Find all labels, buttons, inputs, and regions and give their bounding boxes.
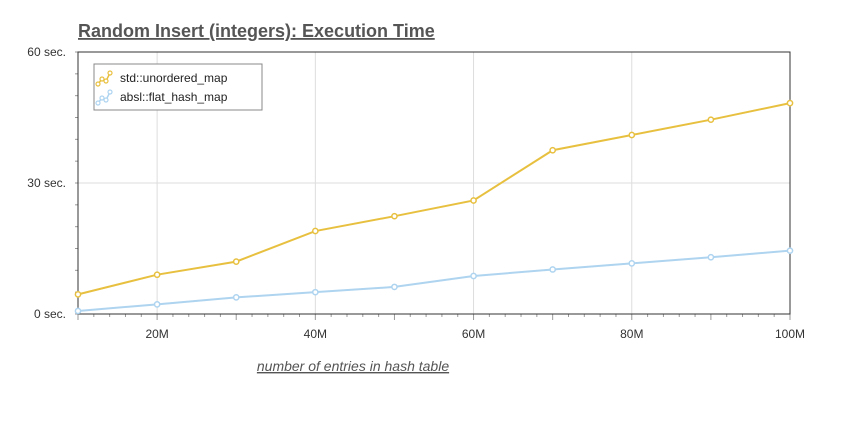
y-tick-label: 60 sec. [27, 45, 66, 59]
x-axis-tick-labels: 20M 40M 60M 80M 100M [145, 327, 805, 341]
legend-item: std::unordered_map [95, 70, 228, 87]
legend-label: absl::flat_hash_map [120, 90, 228, 104]
x-tick-label: 60M [462, 327, 485, 341]
line-series-icon [95, 89, 113, 106]
data-point-std-unordered-map [311, 227, 319, 235]
legend-point-swatch [103, 97, 109, 103]
data-point-std-unordered-map [470, 197, 477, 204]
x-axis-label: number of entries in hash table [257, 358, 449, 374]
series-lines [74, 99, 794, 315]
data-point-std-unordered-map [549, 146, 557, 154]
data-point-absl-flat-hash-map [311, 288, 319, 296]
data-point-std-unordered-map [786, 99, 794, 107]
data-point-absl-flat-hash-map [707, 253, 715, 261]
x-tick-label: 40M [304, 327, 327, 341]
data-point-absl-flat-hash-map [391, 283, 398, 291]
x-tick-label: 100M [775, 327, 805, 341]
legend-point-swatch [95, 81, 101, 87]
chart-title: Random Insert (integers): Execution Time [78, 21, 435, 41]
y-tick-label: 30 sec. [27, 176, 66, 190]
data-point-std-unordered-map [628, 131, 636, 139]
data-point-absl-flat-hash-map [786, 247, 794, 255]
data-point-std-unordered-map [153, 271, 161, 279]
data-point-absl-flat-hash-map [74, 307, 82, 315]
data-point-std-unordered-map [707, 116, 715, 124]
y-tick-label: 0 sec. [34, 307, 66, 321]
legend-item: absl::flat_hash_map [95, 89, 228, 106]
x-tick-label: 80M [620, 327, 643, 341]
data-point-std-unordered-map [391, 212, 398, 220]
legend-point-swatch [107, 70, 113, 76]
legend-point-swatch [107, 89, 113, 95]
data-point-std-unordered-map [232, 258, 240, 265]
data-point-absl-flat-hash-map [628, 259, 636, 267]
data-point-absl-flat-hash-map [232, 294, 240, 301]
data-point-absl-flat-hash-map [549, 266, 557, 273]
legend-point-swatch [103, 78, 109, 84]
legend-point-swatch [99, 95, 105, 101]
series-line-std-unordered-map [77, 102, 791, 296]
plot-area [77, 51, 791, 315]
legend-point-swatch [99, 76, 105, 82]
legend-point-swatch [95, 100, 101, 106]
data-point-absl-flat-hash-map [153, 301, 161, 308]
data-point-std-unordered-map [74, 291, 82, 298]
x-tick-label: 20M [145, 327, 168, 341]
legend-label: std::unordered_map [120, 71, 228, 85]
series-line-absl-flat-hash-map [77, 249, 791, 312]
legend-box [93, 63, 263, 111]
y-axis-tick-labels: 0 sec. 30 sec. 60 sec. [27, 45, 66, 321]
data-point-absl-flat-hash-map [470, 272, 477, 280]
line-series-icon [95, 70, 113, 87]
